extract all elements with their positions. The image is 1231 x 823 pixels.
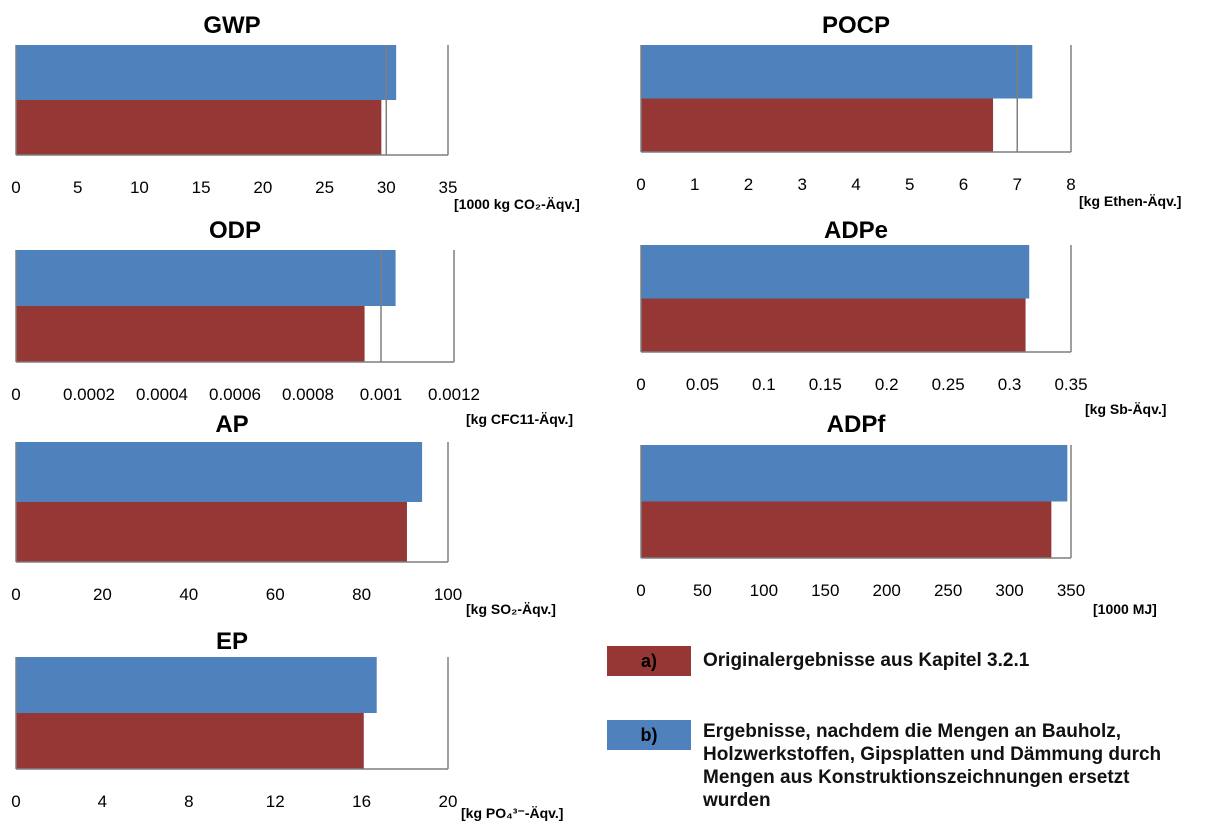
bar-ap-a bbox=[16, 502, 407, 562]
bar-odp-a bbox=[16, 306, 365, 362]
legend-swatch-label-a: a) bbox=[640, 650, 657, 671]
tick-label-pocp-5: 5 bbox=[905, 175, 914, 194]
legend-swatch-a: a) bbox=[607, 646, 691, 676]
unit-label-gwp: [1000 kg CO₂-Äqv.] bbox=[454, 196, 580, 212]
tick-label-pocp-3: 3 bbox=[798, 175, 807, 194]
legend-text-a: Originalergebnisse aus Kapitel 3.2.1 bbox=[703, 650, 1030, 671]
tick-label-gwp-5: 25 bbox=[315, 178, 334, 197]
tick-label-pocp-0: 0 bbox=[636, 175, 645, 194]
tick-label-adpf-1: 50 bbox=[693, 581, 712, 600]
tick-label-adpe-0: 0 bbox=[636, 375, 645, 394]
tick-label-gwp-7: 35 bbox=[439, 178, 458, 197]
bar-adpf-b bbox=[641, 445, 1068, 502]
legend-text-b: Ergebnisse, nachdem die Mengen an Bauhol… bbox=[703, 721, 1162, 811]
bar-gwp-b bbox=[16, 45, 397, 100]
tick-label-pocp-6: 6 bbox=[959, 175, 968, 194]
chart-title-ap: AP bbox=[215, 411, 248, 438]
tick-label-pocp-7: 7 bbox=[1013, 175, 1022, 194]
bar-ap-b bbox=[16, 442, 423, 502]
tick-label-odp-1: 0.0002 bbox=[63, 385, 115, 404]
tick-label-gwp-4: 20 bbox=[253, 178, 272, 197]
tick-label-odp-2: 0.0004 bbox=[136, 385, 188, 404]
tick-label-adpe-5: 0.25 bbox=[932, 375, 965, 394]
tick-label-ap-0: 0 bbox=[11, 585, 20, 604]
tick-label-ep-3: 12 bbox=[266, 792, 285, 811]
bar-odp-b bbox=[16, 250, 396, 306]
unit-label-adpe: [kg Sb-Äqv.] bbox=[1085, 401, 1166, 417]
tick-label-ep-0: 0 bbox=[11, 792, 20, 811]
tick-label-odp-3: 0.0006 bbox=[209, 385, 261, 404]
bar-gwp-a bbox=[16, 100, 382, 155]
tick-label-pocp-4: 4 bbox=[851, 175, 860, 194]
tick-label-ap-3: 60 bbox=[266, 585, 285, 604]
tick-label-ep-2: 8 bbox=[184, 792, 193, 811]
tick-label-odp-4: 0.0008 bbox=[282, 385, 334, 404]
tick-label-odp-5: 0.001 bbox=[360, 385, 403, 404]
tick-label-adpf-0: 0 bbox=[636, 581, 645, 600]
tick-label-adpe-6: 0.3 bbox=[998, 375, 1022, 394]
legend-swatch-label-b: b) bbox=[640, 724, 658, 745]
tick-label-adpf-6: 300 bbox=[995, 581, 1023, 600]
tick-label-gwp-3: 15 bbox=[192, 178, 211, 197]
tick-label-gwp-1: 5 bbox=[73, 178, 82, 197]
tick-label-adpf-2: 100 bbox=[750, 581, 778, 600]
tick-label-adpe-7: 0.35 bbox=[1054, 375, 1087, 394]
tick-label-adpf-7: 350 bbox=[1057, 581, 1085, 600]
tick-label-gwp-2: 10 bbox=[130, 178, 149, 197]
chart-title-adpf: ADPf bbox=[827, 411, 887, 438]
tick-label-odp-6: 0.0012 bbox=[428, 385, 480, 404]
tick-label-adpf-3: 150 bbox=[811, 581, 839, 600]
tick-label-ap-5: 100 bbox=[434, 585, 462, 604]
tick-label-adpe-3: 0.15 bbox=[809, 375, 842, 394]
chart-title-ep: EP bbox=[216, 628, 248, 655]
bar-adpe-a bbox=[641, 298, 1026, 352]
bar-pocp-a bbox=[641, 98, 994, 152]
unit-label-ep: [kg PO₄³⁻-Äqv.] bbox=[461, 805, 563, 821]
tick-label-pocp-2: 2 bbox=[744, 175, 753, 194]
bar-ep-b bbox=[16, 657, 377, 713]
chart-title-gwp: GWP bbox=[203, 12, 260, 39]
tick-label-gwp-0: 0 bbox=[11, 178, 20, 197]
legend-item-b: b) Ergebnisse, nachdem die Mengen an Bau… bbox=[607, 720, 1183, 812]
tick-label-ep-5: 20 bbox=[439, 792, 458, 811]
unit-label-adpf: [1000 MJ] bbox=[1093, 601, 1157, 617]
tick-label-ep-1: 4 bbox=[98, 792, 107, 811]
tick-label-ep-4: 16 bbox=[352, 792, 371, 811]
bar-adpe-b bbox=[641, 245, 1030, 299]
tick-label-pocp-1: 1 bbox=[690, 175, 699, 194]
unit-label-odp: [kg CFC11-Äqv.] bbox=[466, 411, 573, 427]
tick-label-adpe-2: 0.1 bbox=[752, 375, 776, 394]
tick-label-odp-0: 0 bbox=[11, 385, 20, 404]
legend-swatch-b: b) bbox=[607, 720, 691, 750]
tick-label-ap-2: 40 bbox=[179, 585, 198, 604]
tick-label-gwp-6: 30 bbox=[377, 178, 396, 197]
unit-label-pocp: [kg Ethen-Äqv.] bbox=[1079, 193, 1181, 209]
chart-title-pocp: POCP bbox=[822, 12, 890, 39]
unit-label-ap: [kg SO₂-Äqv.] bbox=[466, 601, 556, 617]
tick-label-adpe-4: 0.2 bbox=[875, 375, 899, 394]
chart-title-odp: ODP bbox=[209, 217, 261, 244]
tick-label-ap-4: 80 bbox=[352, 585, 371, 604]
tick-label-adpf-4: 200 bbox=[873, 581, 901, 600]
bar-ep-a bbox=[16, 713, 364, 769]
bar-pocp-b bbox=[641, 45, 1033, 99]
legend-item-a: a) Originalergebnisse aus Kapitel 3.2.1 bbox=[607, 646, 1029, 676]
tick-label-pocp-8: 8 bbox=[1066, 175, 1075, 194]
bar-adpf-a bbox=[641, 501, 1052, 558]
tick-label-ap-1: 20 bbox=[93, 585, 112, 604]
chart-title-adpe: ADPe bbox=[824, 217, 888, 244]
tick-label-adpe-1: 0.05 bbox=[686, 375, 719, 394]
tick-label-adpf-5: 250 bbox=[934, 581, 962, 600]
